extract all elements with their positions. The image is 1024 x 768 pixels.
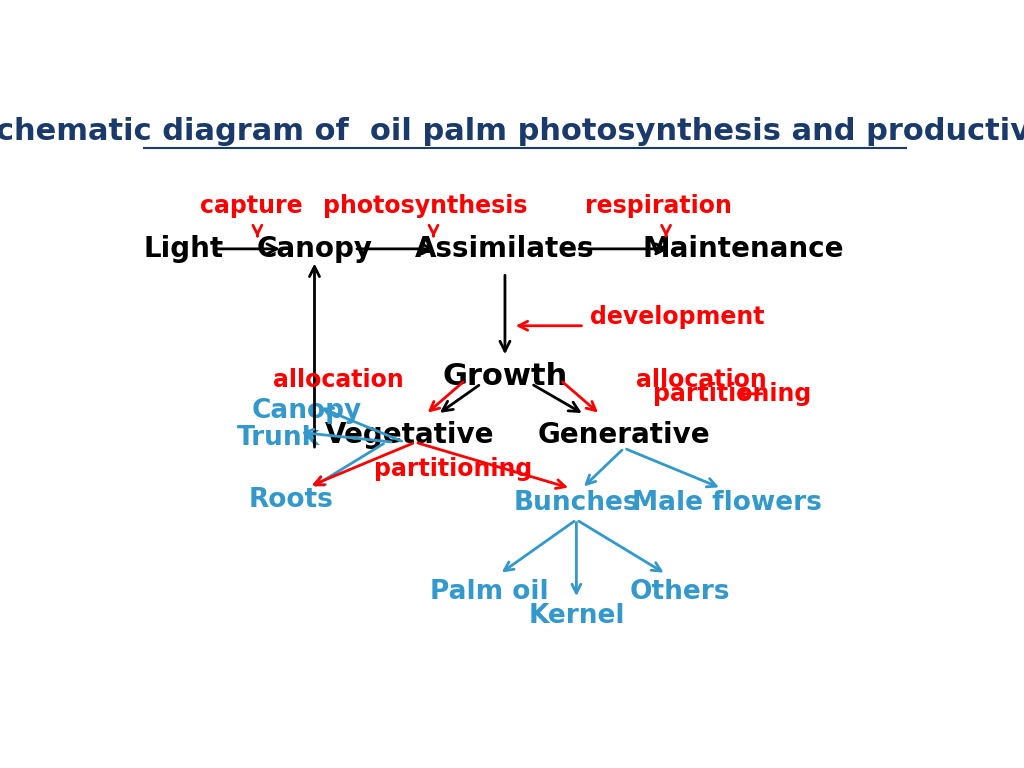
Text: capture: capture [200,194,302,218]
Text: Maintenance: Maintenance [642,235,844,263]
Text: Kernel: Kernel [528,603,625,628]
Text: Canopy: Canopy [256,235,373,263]
Text: Others: Others [630,579,730,605]
Text: Vegetative: Vegetative [325,421,495,449]
Text: photosynthesis: photosynthesis [324,194,527,218]
Text: allocation: allocation [273,368,404,392]
Text: Generative: Generative [538,421,711,449]
Text: Canopy: Canopy [252,399,361,425]
Text: Light: Light [143,235,223,263]
Text: Schematic diagram of  oil palm photosynthesis and productivity: Schematic diagram of oil palm photosynth… [0,117,1024,146]
Text: Male flowers: Male flowers [632,490,822,516]
Text: Bunches: Bunches [514,490,639,516]
Text: Growth: Growth [442,362,567,390]
Text: Roots: Roots [248,487,333,513]
Text: Palm oil: Palm oil [430,579,549,605]
Text: development: development [590,305,764,329]
Text: partitioning: partitioning [374,458,532,482]
Text: allocation: allocation [636,368,767,392]
Text: Assimilates: Assimilates [415,235,595,263]
Text: respiration: respiration [585,194,731,218]
Text: partitioning: partitioning [653,382,812,406]
Text: Trunk: Trunk [238,425,321,451]
